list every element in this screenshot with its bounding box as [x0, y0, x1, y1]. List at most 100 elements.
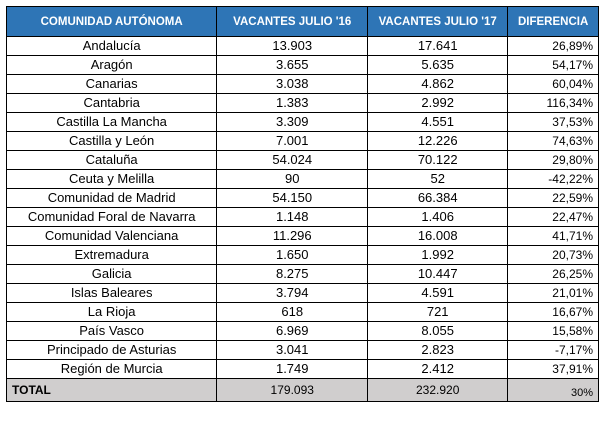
- cell-vacantes-16: 11.296: [216, 226, 369, 246]
- cell-vacantes-16: 13.903: [216, 36, 369, 56]
- cell-vacantes-16: 618: [216, 302, 369, 322]
- cell-comunidad: País Vasco: [5, 321, 218, 341]
- cell-vacantes-16: 1.650: [216, 245, 369, 265]
- cell-diferencia: 116,34%: [507, 93, 599, 113]
- cell-vacantes-17: 4.551: [367, 112, 509, 132]
- cell-comunidad: Canarias: [5, 74, 218, 94]
- table-row: País Vasco 6.969 8.055 15,58%: [5, 321, 599, 341]
- cell-vacantes-16: 3.038: [216, 74, 369, 94]
- cell-comunidad: Extremadura: [5, 245, 218, 265]
- cell-comunidad: Galicia: [5, 264, 218, 284]
- cell-diferencia: 37,53%: [507, 112, 599, 132]
- table-row: Comunidad Foral de Navarra 1.148 1.406 22,4…: [5, 207, 599, 227]
- cell-diferencia: 41,71%: [507, 226, 599, 246]
- cell-vacantes-16: 90: [216, 169, 369, 189]
- cell-vacantes-17: 1.406: [367, 207, 509, 227]
- cell-vacantes-16: 3.655: [216, 55, 369, 75]
- cell-vacantes-17: 4.862: [367, 74, 509, 94]
- table-row: Galicia 8.275 10.447 26,25%: [5, 264, 599, 284]
- total-vacantes-16: 179.093: [216, 378, 369, 402]
- table-row: Islas Baleares 3.794 4.591 21,01%: [5, 283, 599, 303]
- cell-diferencia: 29,80%: [507, 150, 599, 170]
- cell-vacantes-17: 10.447: [367, 264, 509, 284]
- table-row: Cataluña 54.024 70.122 29,80%: [5, 150, 599, 170]
- cell-comunidad: Islas Baleares: [5, 283, 218, 303]
- cell-diferencia: 22,59%: [507, 188, 599, 208]
- cell-comunidad: Comunidad de Madrid: [5, 188, 218, 208]
- cell-vacantes-17: 1.992: [367, 245, 509, 265]
- vacancies-table: COMUNIDAD AUTÓNOMA VACANTES JULIO '16 VA…: [5, 6, 599, 402]
- total-row: TOTAL 179.093 232.920 30%: [5, 378, 599, 402]
- cell-vacantes-17: 4.591: [367, 283, 509, 303]
- total-vacantes-17: 232.920: [367, 378, 509, 402]
- cell-vacantes-17: 5.635: [367, 55, 509, 75]
- cell-vacantes-16: 6.969: [216, 321, 369, 341]
- header-vacantes-17: VACANTES JULIO '17: [367, 6, 509, 37]
- cell-comunidad: Andalucía: [5, 36, 218, 56]
- cell-comunidad: Cataluña: [5, 150, 218, 170]
- cell-vacantes-16: 8.275: [216, 264, 369, 284]
- cell-vacantes-16: 3.794: [216, 283, 369, 303]
- cell-vacantes-16: 1.383: [216, 93, 369, 113]
- cell-vacantes-17: 2.992: [367, 93, 509, 113]
- cell-vacantes-17: 16.008: [367, 226, 509, 246]
- header-vacantes-16: VACANTES JULIO '16: [216, 6, 369, 37]
- table-row: Canarias 3.038 4.862 60,04%: [5, 74, 599, 94]
- cell-vacantes-16: 1.148: [216, 207, 369, 227]
- cell-diferencia: 16,67%: [507, 302, 599, 322]
- table-row: Castilla y León 7.001 12.226 74,63%: [5, 131, 599, 151]
- cell-comunidad: Principado de Asturias: [5, 340, 218, 360]
- header-diferencia: DIFERENCIA: [507, 6, 599, 37]
- cell-vacantes-16: 1.749: [216, 359, 369, 379]
- cell-vacantes-17: 721: [367, 302, 509, 322]
- cell-vacantes-17: 52: [367, 169, 509, 189]
- cell-diferencia: -42,22%: [507, 169, 599, 189]
- cell-vacantes-16: 3.041: [216, 340, 369, 360]
- table-row: Andalucía 13.903 17.641 26,89%: [5, 36, 599, 56]
- cell-comunidad: La Rioja: [5, 302, 218, 322]
- cell-diferencia: -7,17%: [507, 340, 599, 360]
- table-row: Cantabria 1.383 2.992 116,34%: [5, 93, 599, 113]
- cell-diferencia: 26,25%: [507, 264, 599, 284]
- cell-diferencia: 26,89%: [507, 36, 599, 56]
- total-label: TOTAL: [5, 378, 218, 402]
- table-row: Ceuta y Melilla 90 52 -42,22%: [5, 169, 599, 189]
- cell-comunidad: Castilla y León: [5, 131, 218, 151]
- cell-diferencia: 60,04%: [507, 74, 599, 94]
- cell-vacantes-16: 54.150: [216, 188, 369, 208]
- cell-comunidad: Castilla La Mancha: [5, 112, 218, 132]
- cell-vacantes-17: 12.226: [367, 131, 509, 151]
- table-row: Castilla La Mancha 3.309 4.551 37,53%: [5, 112, 599, 132]
- cell-diferencia: 22,47%: [507, 207, 599, 227]
- header-comunidad: COMUNIDAD AUTÓNOMA: [5, 6, 218, 37]
- cell-diferencia: 21,01%: [507, 283, 599, 303]
- cell-vacantes-17: 8.055: [367, 321, 509, 341]
- cell-vacantes-17: 17.641: [367, 36, 509, 56]
- cell-comunidad: Comunidad Valenciana: [5, 226, 218, 246]
- table-row: Comunidad de Madrid 54.150 66.384 22,59%: [5, 188, 599, 208]
- cell-comunidad: Cantabria: [5, 93, 218, 113]
- cell-diferencia: 74,63%: [507, 131, 599, 151]
- cell-vacantes-17: 2.823: [367, 340, 509, 360]
- cell-vacantes-17: 66.384: [367, 188, 509, 208]
- cell-diferencia: 54,17%: [507, 55, 599, 75]
- table-row: La Rioja 618 721 16,67%: [5, 302, 599, 322]
- cell-vacantes-16: 7.001: [216, 131, 369, 151]
- cell-diferencia: 20,73%: [507, 245, 599, 265]
- table-body: Andalucía 13.903 17.641 26,89% Aragón 3.655 5.…: [5, 36, 599, 379]
- cell-diferencia: 37,91%: [507, 359, 599, 379]
- total-diferencia: 30%: [507, 378, 599, 402]
- table-row: Principado de Asturias 3.041 2.823 -7,17%: [5, 340, 599, 360]
- table-row: Aragón 3.655 5.635 54,17%: [5, 55, 599, 75]
- cell-vacantes-17: 70.122: [367, 150, 509, 170]
- table-row: Comunidad Valenciana 11.296 16.008 41,71%: [5, 226, 599, 246]
- cell-vacantes-17: 2.412: [367, 359, 509, 379]
- cell-comunidad: Región de Murcia: [5, 359, 218, 379]
- cell-diferencia: 15,58%: [507, 321, 599, 341]
- cell-vacantes-16: 54.024: [216, 150, 369, 170]
- cell-comunidad: Aragón: [5, 55, 218, 75]
- cell-comunidad: Ceuta y Melilla: [5, 169, 218, 189]
- table-row: Extremadura 1.650 1.992 20,73%: [5, 245, 599, 265]
- cell-vacantes-16: 3.309: [216, 112, 369, 132]
- table-row: Región de Murcia 1.749 2.412 37,91%: [5, 359, 599, 379]
